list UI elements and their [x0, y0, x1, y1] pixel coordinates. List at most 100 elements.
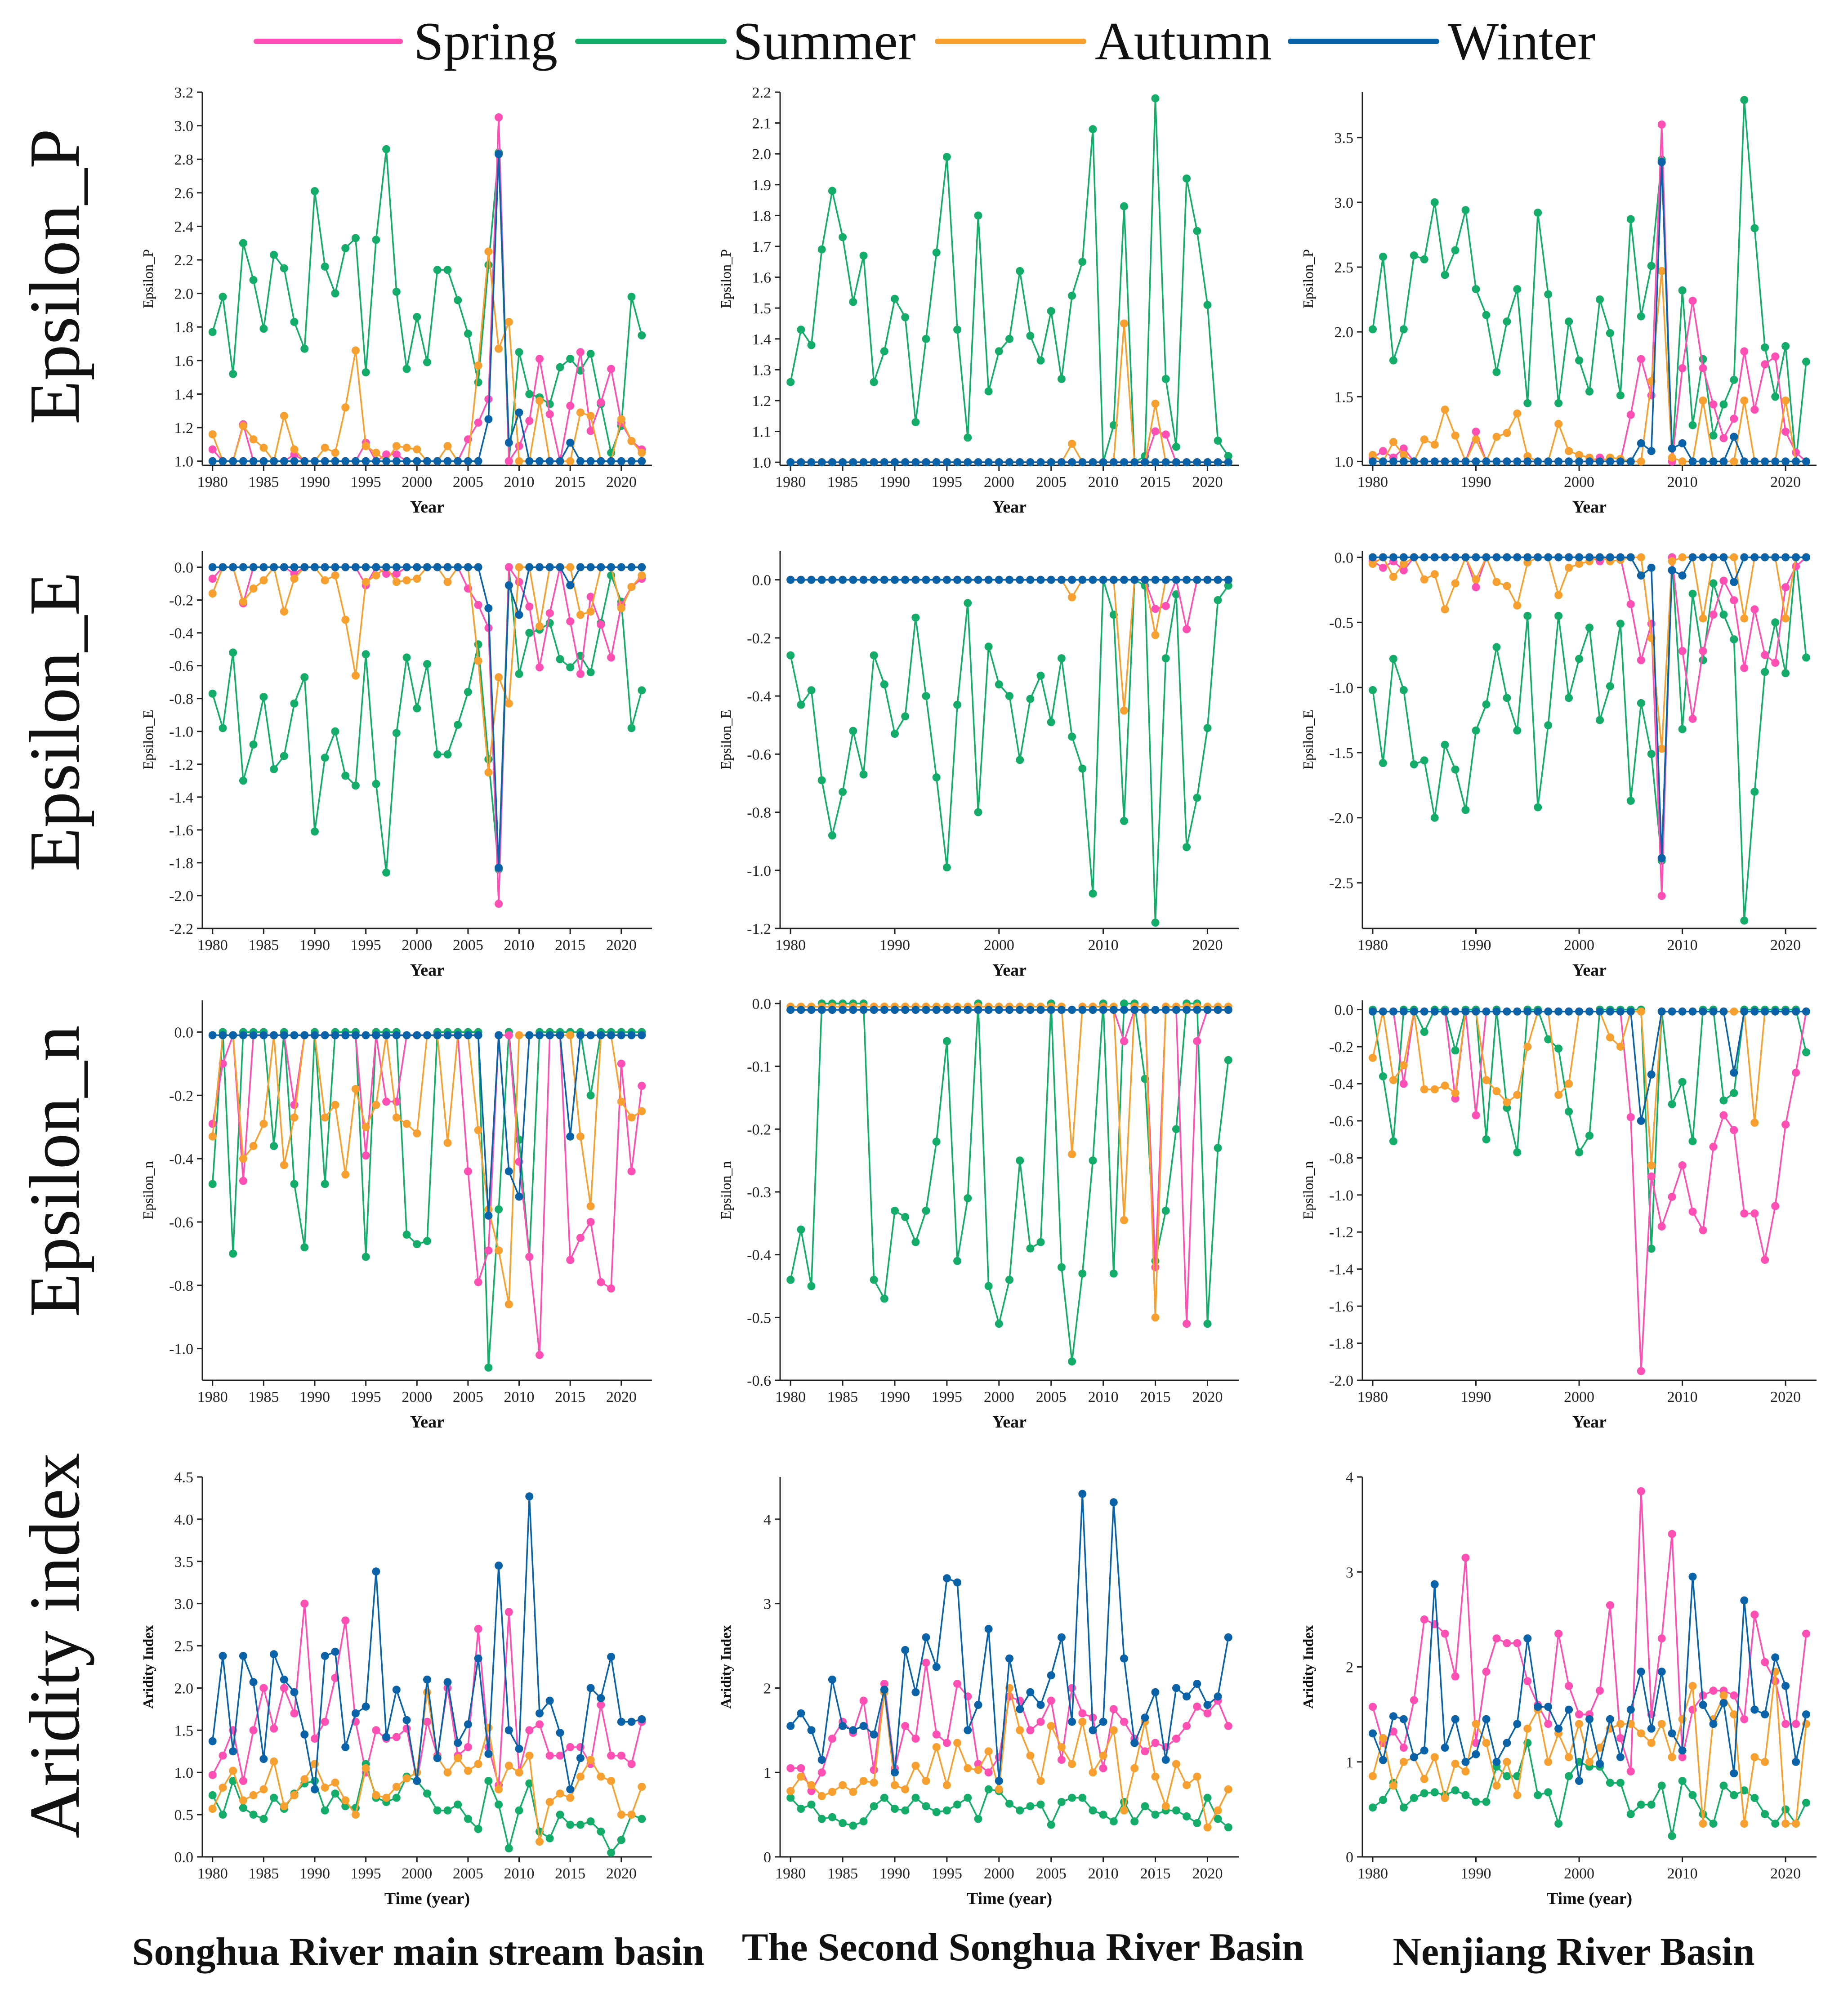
data-point-winter: [1389, 1712, 1397, 1721]
data-point-winter: [1036, 458, 1045, 467]
data-point-winter: [351, 457, 360, 465]
data-point-winter: [1792, 1007, 1800, 1016]
y-tick-label: -1.4: [1329, 1262, 1353, 1278]
data-point-summer: [1161, 375, 1170, 383]
data-point-winter: [495, 150, 503, 158]
data-point-winter: [891, 1768, 899, 1777]
data-point-spring: [617, 1751, 625, 1760]
x-tick-label: 2020: [1192, 1389, 1223, 1405]
data-point-summer: [1026, 331, 1035, 340]
data-point-winter: [1130, 575, 1139, 584]
data-point-autumn: [1389, 438, 1397, 446]
data-point-spring: [1792, 1068, 1800, 1077]
series-line-winter: [1373, 1010, 1806, 1122]
data-point-summer: [1047, 1820, 1055, 1829]
data-point-winter: [1554, 1724, 1563, 1733]
data-point-summer: [259, 1815, 268, 1823]
series-spring: [1369, 1487, 1810, 1775]
data-point-winter: [1026, 1006, 1035, 1014]
data-point-summer: [1461, 1791, 1470, 1799]
legend: Spring Summer Autumn Winter: [254, 11, 1595, 71]
y-tick-label: -0.6: [747, 1373, 771, 1389]
data-point-autumn: [1513, 1091, 1522, 1099]
data-point-winter: [1005, 1654, 1013, 1663]
data-point-autumn: [964, 1764, 972, 1772]
data-point-autumn: [219, 1784, 227, 1792]
data-point-winter: [911, 575, 920, 584]
data-point-winter: [300, 1031, 309, 1039]
data-point-autumn: [362, 578, 370, 586]
data-point-winter: [586, 563, 595, 571]
y-tick-label: 0: [1346, 1849, 1353, 1866]
data-point-autumn: [525, 1751, 534, 1760]
data-point-summer: [953, 700, 962, 709]
data-point-autumn: [1575, 560, 1583, 568]
data-point-winter: [1047, 575, 1055, 584]
data-point-autumn: [392, 442, 401, 451]
data-point-winter: [1120, 575, 1128, 584]
y-tick-label: 3.0: [1335, 195, 1354, 211]
x-tick-label: 2015: [1140, 1865, 1171, 1882]
y-tick-label: 2: [1346, 1659, 1353, 1676]
data-point-winter: [1544, 553, 1553, 562]
y-tick-label: -0.3: [747, 1184, 771, 1201]
data-point-spring: [566, 1743, 575, 1751]
data-point-winter: [1451, 1007, 1460, 1016]
data-point-winter: [1379, 1007, 1387, 1016]
data-point-spring: [495, 900, 503, 908]
y-tick-label: -0.4: [169, 1151, 193, 1168]
data-point-spring: [807, 1787, 816, 1795]
data-point-winter: [1802, 1710, 1810, 1719]
x-tick-label: 1990: [299, 937, 330, 954]
data-point-winter: [942, 1574, 951, 1583]
data-point-winter: [423, 1031, 431, 1039]
data-point-winter: [1099, 575, 1107, 584]
data-point-winter: [891, 458, 899, 467]
data-point-autumn: [797, 1772, 805, 1781]
data-point-spring: [474, 601, 482, 609]
data-point-winter: [515, 1744, 523, 1753]
series-line-summer: [790, 579, 1229, 923]
series-summer: [1369, 553, 1810, 925]
data-point-winter: [1089, 1726, 1097, 1735]
x-axis-label: Year: [1572, 498, 1607, 517]
data-point-summer: [392, 1793, 401, 1802]
legend-item-autumn: Autumn: [935, 11, 1272, 71]
y-tick-label: 3: [763, 1596, 771, 1613]
data-point-summer: [392, 729, 401, 737]
data-point-summer: [1585, 387, 1594, 396]
data-point-summer: [1389, 655, 1397, 663]
data-point-winter: [1709, 553, 1718, 562]
data-point-winter: [1585, 457, 1594, 466]
data-point-autumn: [515, 1768, 523, 1777]
data-point-summer: [239, 239, 247, 247]
data-point-winter: [229, 457, 237, 465]
data-point-winter: [249, 1031, 258, 1039]
data-point-summer: [402, 1231, 411, 1239]
data-point-winter: [239, 1652, 247, 1660]
data-point-autumn: [786, 1787, 795, 1795]
data-point-winter: [1668, 1007, 1676, 1016]
data-point-autumn: [901, 1785, 910, 1793]
data-point-winter: [259, 457, 268, 465]
series-line-autumn: [1372, 556, 1806, 750]
data-point-winter: [1214, 1692, 1222, 1701]
data-point-winter: [300, 563, 309, 571]
data-point-winter: [1379, 553, 1387, 562]
data-point-winter: [362, 1702, 370, 1711]
data-point-winter: [1214, 575, 1222, 584]
data-point-summer: [1109, 1817, 1118, 1826]
data-point-spring: [1047, 1696, 1055, 1705]
data-point-spring: [1451, 1672, 1460, 1681]
data-point-autumn: [259, 443, 268, 452]
data-point-winter: [1005, 458, 1013, 467]
data-point-summer: [901, 313, 910, 321]
x-tick-label: 2020: [1192, 474, 1223, 491]
data-point-summer: [1482, 1135, 1491, 1144]
data-point-autumn: [891, 1781, 899, 1789]
data-point-summer: [515, 669, 523, 678]
data-point-summer: [1740, 916, 1749, 925]
series-line-spring: [212, 116, 643, 462]
data-point-spring: [1647, 1172, 1656, 1181]
data-point-winter: [1616, 457, 1625, 466]
